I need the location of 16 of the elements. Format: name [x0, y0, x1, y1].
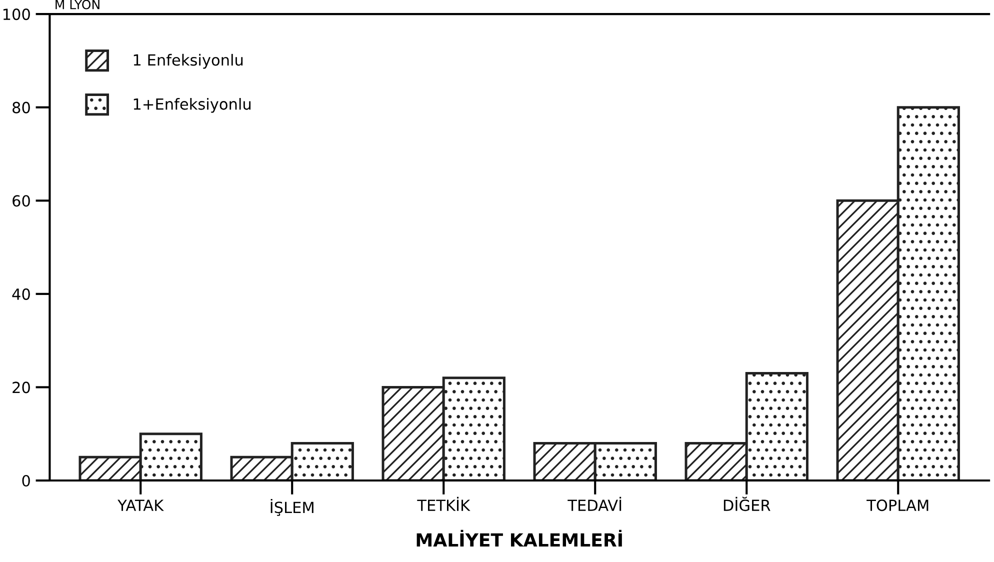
y-tick-label: 100: [3, 8, 30, 20]
x-tick-label: TOPLAM: [866, 500, 928, 512]
y-tick-label: 20: [12, 382, 30, 394]
y-axis-title: M LYON: [56, 0, 100, 10]
x-tick-label: YATAK: [118, 500, 164, 511]
x-tick-label: DİĞER: [724, 496, 770, 512]
x-axis-title: MALİYET KALEMLERİ: [416, 530, 622, 547]
x-tick-label: TEDAVİ: [568, 496, 622, 511]
x-tick-label: İŞLEM: [270, 499, 314, 516]
y-tick-label: 80: [12, 102, 30, 114]
legend-label: 1 Enfeksiyonlu: [134, 54, 243, 69]
legend-label: 1+Enfeksiyonlu: [134, 98, 250, 113]
y-tick-label: 0: [22, 474, 30, 487]
x-tick-label: TETKİK: [417, 496, 470, 511]
y-tick-label: 60: [12, 195, 30, 207]
y-tick-label: 40: [12, 288, 30, 300]
